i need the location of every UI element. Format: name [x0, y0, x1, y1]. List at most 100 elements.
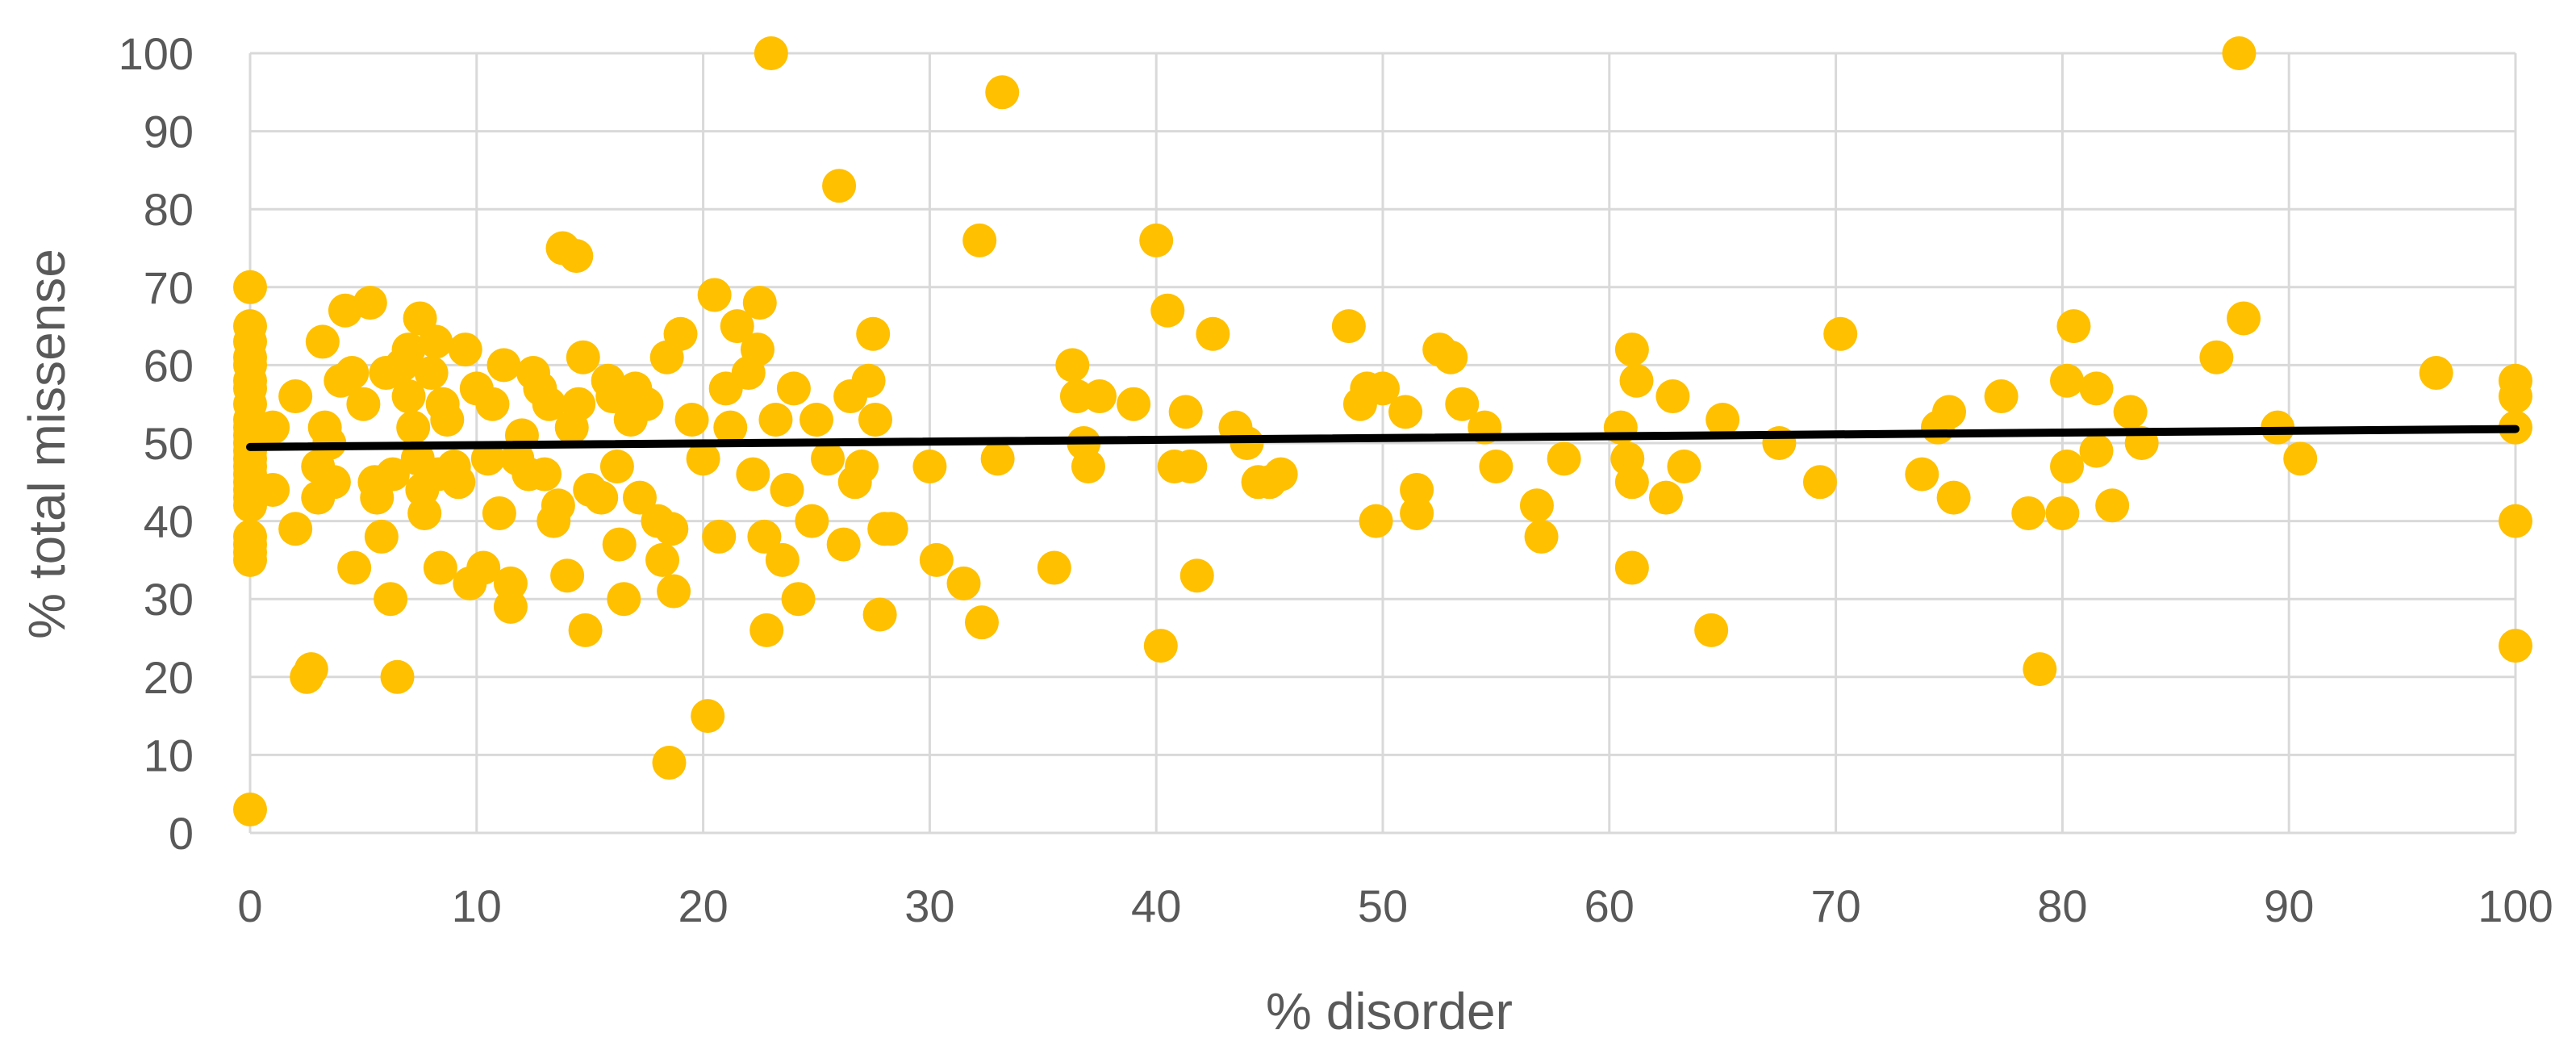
data-point [2079, 433, 2114, 468]
data-point [781, 582, 816, 617]
data-point [1706, 403, 1740, 437]
data-point [316, 465, 351, 500]
data-point [1694, 613, 1729, 647]
data-point [278, 512, 313, 546]
data-point [1519, 488, 1554, 523]
data-point [1614, 333, 1649, 367]
data-point [1614, 550, 1649, 585]
x-tick-label-50: 50 [1358, 881, 1408, 931]
data-point [2113, 395, 2148, 429]
data-point [795, 504, 829, 538]
data-point [858, 403, 893, 437]
data-point [391, 333, 426, 367]
data-point [946, 566, 981, 600]
data-point [493, 589, 528, 624]
data-point [532, 387, 566, 421]
y-axis-title: % total missense [18, 249, 76, 639]
data-point [1173, 449, 1208, 483]
data-point [629, 387, 664, 421]
data-point [1400, 496, 1434, 530]
data-point [448, 333, 482, 367]
data-point [720, 309, 754, 344]
data-point [1619, 363, 1654, 398]
data-point [364, 519, 399, 554]
trendline-group [246, 425, 2520, 451]
data-point [482, 496, 516, 530]
data-point [441, 465, 476, 500]
data-point [2227, 301, 2261, 336]
data-points [233, 36, 2532, 827]
y-tick-label-40: 40 [144, 496, 194, 547]
data-point [423, 550, 457, 585]
data-point [305, 324, 340, 359]
data-point [346, 387, 381, 421]
data-point [1139, 223, 1174, 257]
y-tick-label-80: 80 [144, 184, 194, 235]
data-point [851, 363, 886, 398]
data-point [470, 441, 505, 476]
data-point [233, 270, 267, 304]
x-axis-title: % disorder [1266, 982, 1513, 1040]
data-point [256, 472, 290, 507]
data-point [2222, 36, 2257, 70]
data-point [674, 403, 709, 437]
y-tick-label-10: 10 [144, 730, 194, 780]
data-point [2023, 652, 2057, 687]
data-point [256, 410, 290, 445]
data-point [335, 356, 369, 391]
y-tick-label-70: 70 [144, 262, 194, 313]
data-point [233, 542, 267, 577]
data-point [2056, 309, 2091, 344]
data-point [602, 527, 637, 562]
y-axis-ticks: 0 10 20 30 40 50 60 70 80 90 100 [119, 28, 194, 859]
data-point [375, 457, 410, 492]
data-point [800, 403, 833, 437]
data-point [1434, 340, 1468, 374]
data-point [233, 793, 267, 827]
data-point [1667, 449, 1701, 483]
data-point [691, 699, 725, 734]
data-point [584, 480, 619, 515]
data-point [528, 457, 562, 492]
data-point [754, 36, 788, 70]
data-point [811, 441, 845, 476]
data-point [1055, 348, 1090, 383]
data-point [822, 169, 857, 203]
data-point [1179, 558, 1214, 593]
y-tick-label-90: 90 [144, 107, 194, 157]
data-point [486, 348, 521, 383]
data-point [1547, 441, 1581, 476]
y-tick-label-20: 20 [144, 652, 194, 703]
data-point [845, 449, 879, 483]
data-point [353, 286, 387, 320]
data-point [1524, 519, 1559, 554]
data-point [1117, 387, 1151, 421]
data-point [1366, 371, 1400, 406]
data-point [663, 316, 698, 351]
data-point [2499, 379, 2532, 414]
data-point [2499, 504, 2532, 538]
data-point [380, 659, 415, 694]
data-point [1263, 457, 1298, 492]
data-point [697, 278, 732, 312]
x-tick-label-20: 20 [678, 881, 728, 931]
data-point [568, 613, 603, 647]
data-point [419, 324, 453, 359]
data-point [2045, 496, 2080, 530]
data-point [1479, 449, 1513, 483]
data-point [1388, 395, 1423, 429]
x-tick-label-100: 100 [2478, 881, 2553, 931]
data-point [559, 239, 594, 274]
data-point [1614, 465, 1649, 500]
data-point [550, 558, 585, 593]
y-tick-label-100: 100 [119, 28, 194, 79]
x-tick-label-70: 70 [1810, 881, 1860, 931]
data-point [407, 496, 442, 530]
x-tick-label-80: 80 [2037, 881, 2087, 931]
data-point [1932, 395, 1966, 429]
x-tick-label-40: 40 [1131, 881, 1181, 931]
x-tick-label-10: 10 [452, 881, 502, 931]
data-point [566, 340, 600, 374]
data-point [1071, 449, 1105, 483]
data-point [1649, 480, 1683, 515]
